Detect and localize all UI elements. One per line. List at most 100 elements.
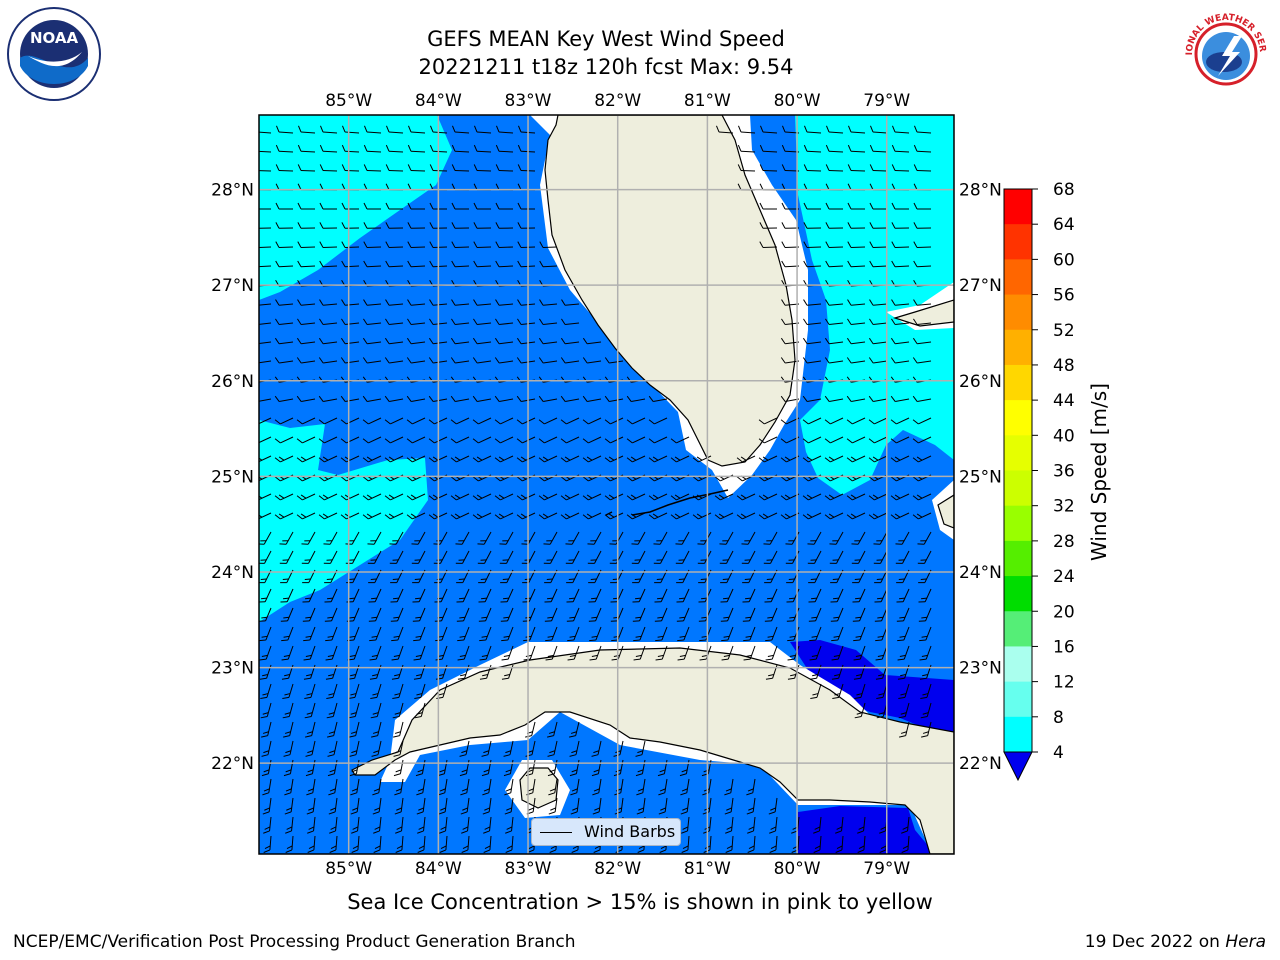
wind-barb <box>406 395 426 403</box>
wind-barb <box>847 318 866 326</box>
wind-barb <box>296 512 316 520</box>
lon-label-bottom: 81°W <box>684 859 731 879</box>
wind-barb <box>460 778 470 796</box>
wind-barb <box>582 395 602 403</box>
wind-barb <box>429 241 448 249</box>
wind-barb <box>655 645 668 661</box>
wind-barb <box>846 417 866 425</box>
wind-barb <box>539 318 558 326</box>
colorbar-segment <box>1004 294 1032 331</box>
wind-barb <box>319 164 338 172</box>
wind-barb <box>917 550 932 564</box>
colorbar-segment <box>1004 470 1032 507</box>
wind-barb <box>891 202 910 210</box>
wind-barb <box>746 778 756 796</box>
wind-barb <box>626 493 646 501</box>
wind-barb <box>362 395 382 403</box>
wind-barb <box>890 417 910 425</box>
wind-barb <box>481 740 492 757</box>
wind-barb <box>714 493 734 501</box>
wind-barb <box>631 531 646 545</box>
wind-barb <box>604 395 624 403</box>
land-cuba <box>351 647 954 854</box>
wind-barb <box>324 588 338 603</box>
colorbar-segment <box>1004 716 1032 753</box>
wind-barb <box>912 493 932 501</box>
wind-barb <box>428 493 448 501</box>
wind-barb <box>851 550 866 564</box>
wind-barb <box>499 550 514 564</box>
wind-barb <box>260 702 272 719</box>
wind-barb <box>439 835 448 853</box>
wind-barb <box>626 436 646 444</box>
wind-barb <box>319 260 338 268</box>
wind-barb <box>868 395 888 403</box>
lon-label-top: 82°W <box>594 91 641 111</box>
wind-barb <box>385 222 404 229</box>
wind-barb <box>764 588 778 603</box>
wind-barb <box>327 740 338 757</box>
wind-barb <box>561 299 580 306</box>
colorbar-tick-label: 56 <box>1053 286 1075 306</box>
wind-barb <box>450 357 470 364</box>
wind-barb <box>548 778 558 796</box>
wind-barb <box>897 645 910 661</box>
wind-barb <box>451 222 470 229</box>
wind-barb <box>459 740 470 757</box>
wind-barb <box>868 417 888 425</box>
wind-barb <box>846 395 866 403</box>
wind-barb <box>891 144 910 153</box>
wind-barb <box>406 417 426 425</box>
colorbar-tick-label: 8 <box>1053 708 1064 728</box>
wind-barb <box>303 645 316 661</box>
lon-label-bottom: 80°W <box>774 859 821 879</box>
wind-barb <box>407 144 426 153</box>
wind-barb <box>392 702 404 719</box>
wind-barb <box>370 683 382 700</box>
wind-barb <box>384 395 404 403</box>
wind-barb <box>461 816 470 834</box>
wind-barb <box>835 835 844 853</box>
land-bahamas <box>892 299 954 327</box>
wind-barb <box>320 125 338 134</box>
wind-barb <box>677 645 690 661</box>
wind-barb <box>429 222 448 229</box>
wind-barb <box>259 626 272 642</box>
wind-barb <box>824 417 844 425</box>
wind-barb <box>451 144 470 153</box>
wind-barb <box>392 683 404 700</box>
lon-label-bottom: 84°W <box>415 859 462 879</box>
wind-barb <box>636 797 646 815</box>
wind-barb <box>394 778 404 796</box>
colorbar-tick-label: 36 <box>1053 462 1075 482</box>
wind-barb <box>329 835 338 853</box>
wind-barb <box>846 512 866 520</box>
wind-barb <box>501 626 514 642</box>
lon-label-bottom: 83°W <box>505 859 552 879</box>
wind-barb <box>495 164 514 172</box>
wind-barb <box>325 645 338 661</box>
wind-barb <box>297 260 316 268</box>
wind-barb <box>283 759 294 777</box>
wind-barb <box>582 512 602 520</box>
wind-barb <box>324 607 338 622</box>
wind-barb <box>348 702 360 719</box>
wind-barb <box>318 512 338 520</box>
wind-barb <box>326 683 338 700</box>
wind-barb <box>847 241 866 249</box>
wind-barb <box>457 645 470 661</box>
wind-barb <box>560 395 580 403</box>
wind-barb <box>349 759 360 777</box>
wind-barb <box>368 588 382 603</box>
wind-barb <box>868 436 888 444</box>
wind-barb <box>284 778 294 796</box>
wind-barb <box>725 816 734 834</box>
wind-barb <box>428 395 448 403</box>
wind-barb <box>869 202 888 210</box>
wind-barb <box>494 357 514 364</box>
wind-barb <box>868 512 888 520</box>
colorbar-tick-label: 60 <box>1053 250 1075 270</box>
wind-barb <box>494 395 514 403</box>
wind-barb <box>604 493 624 501</box>
wind-barb <box>429 144 448 153</box>
